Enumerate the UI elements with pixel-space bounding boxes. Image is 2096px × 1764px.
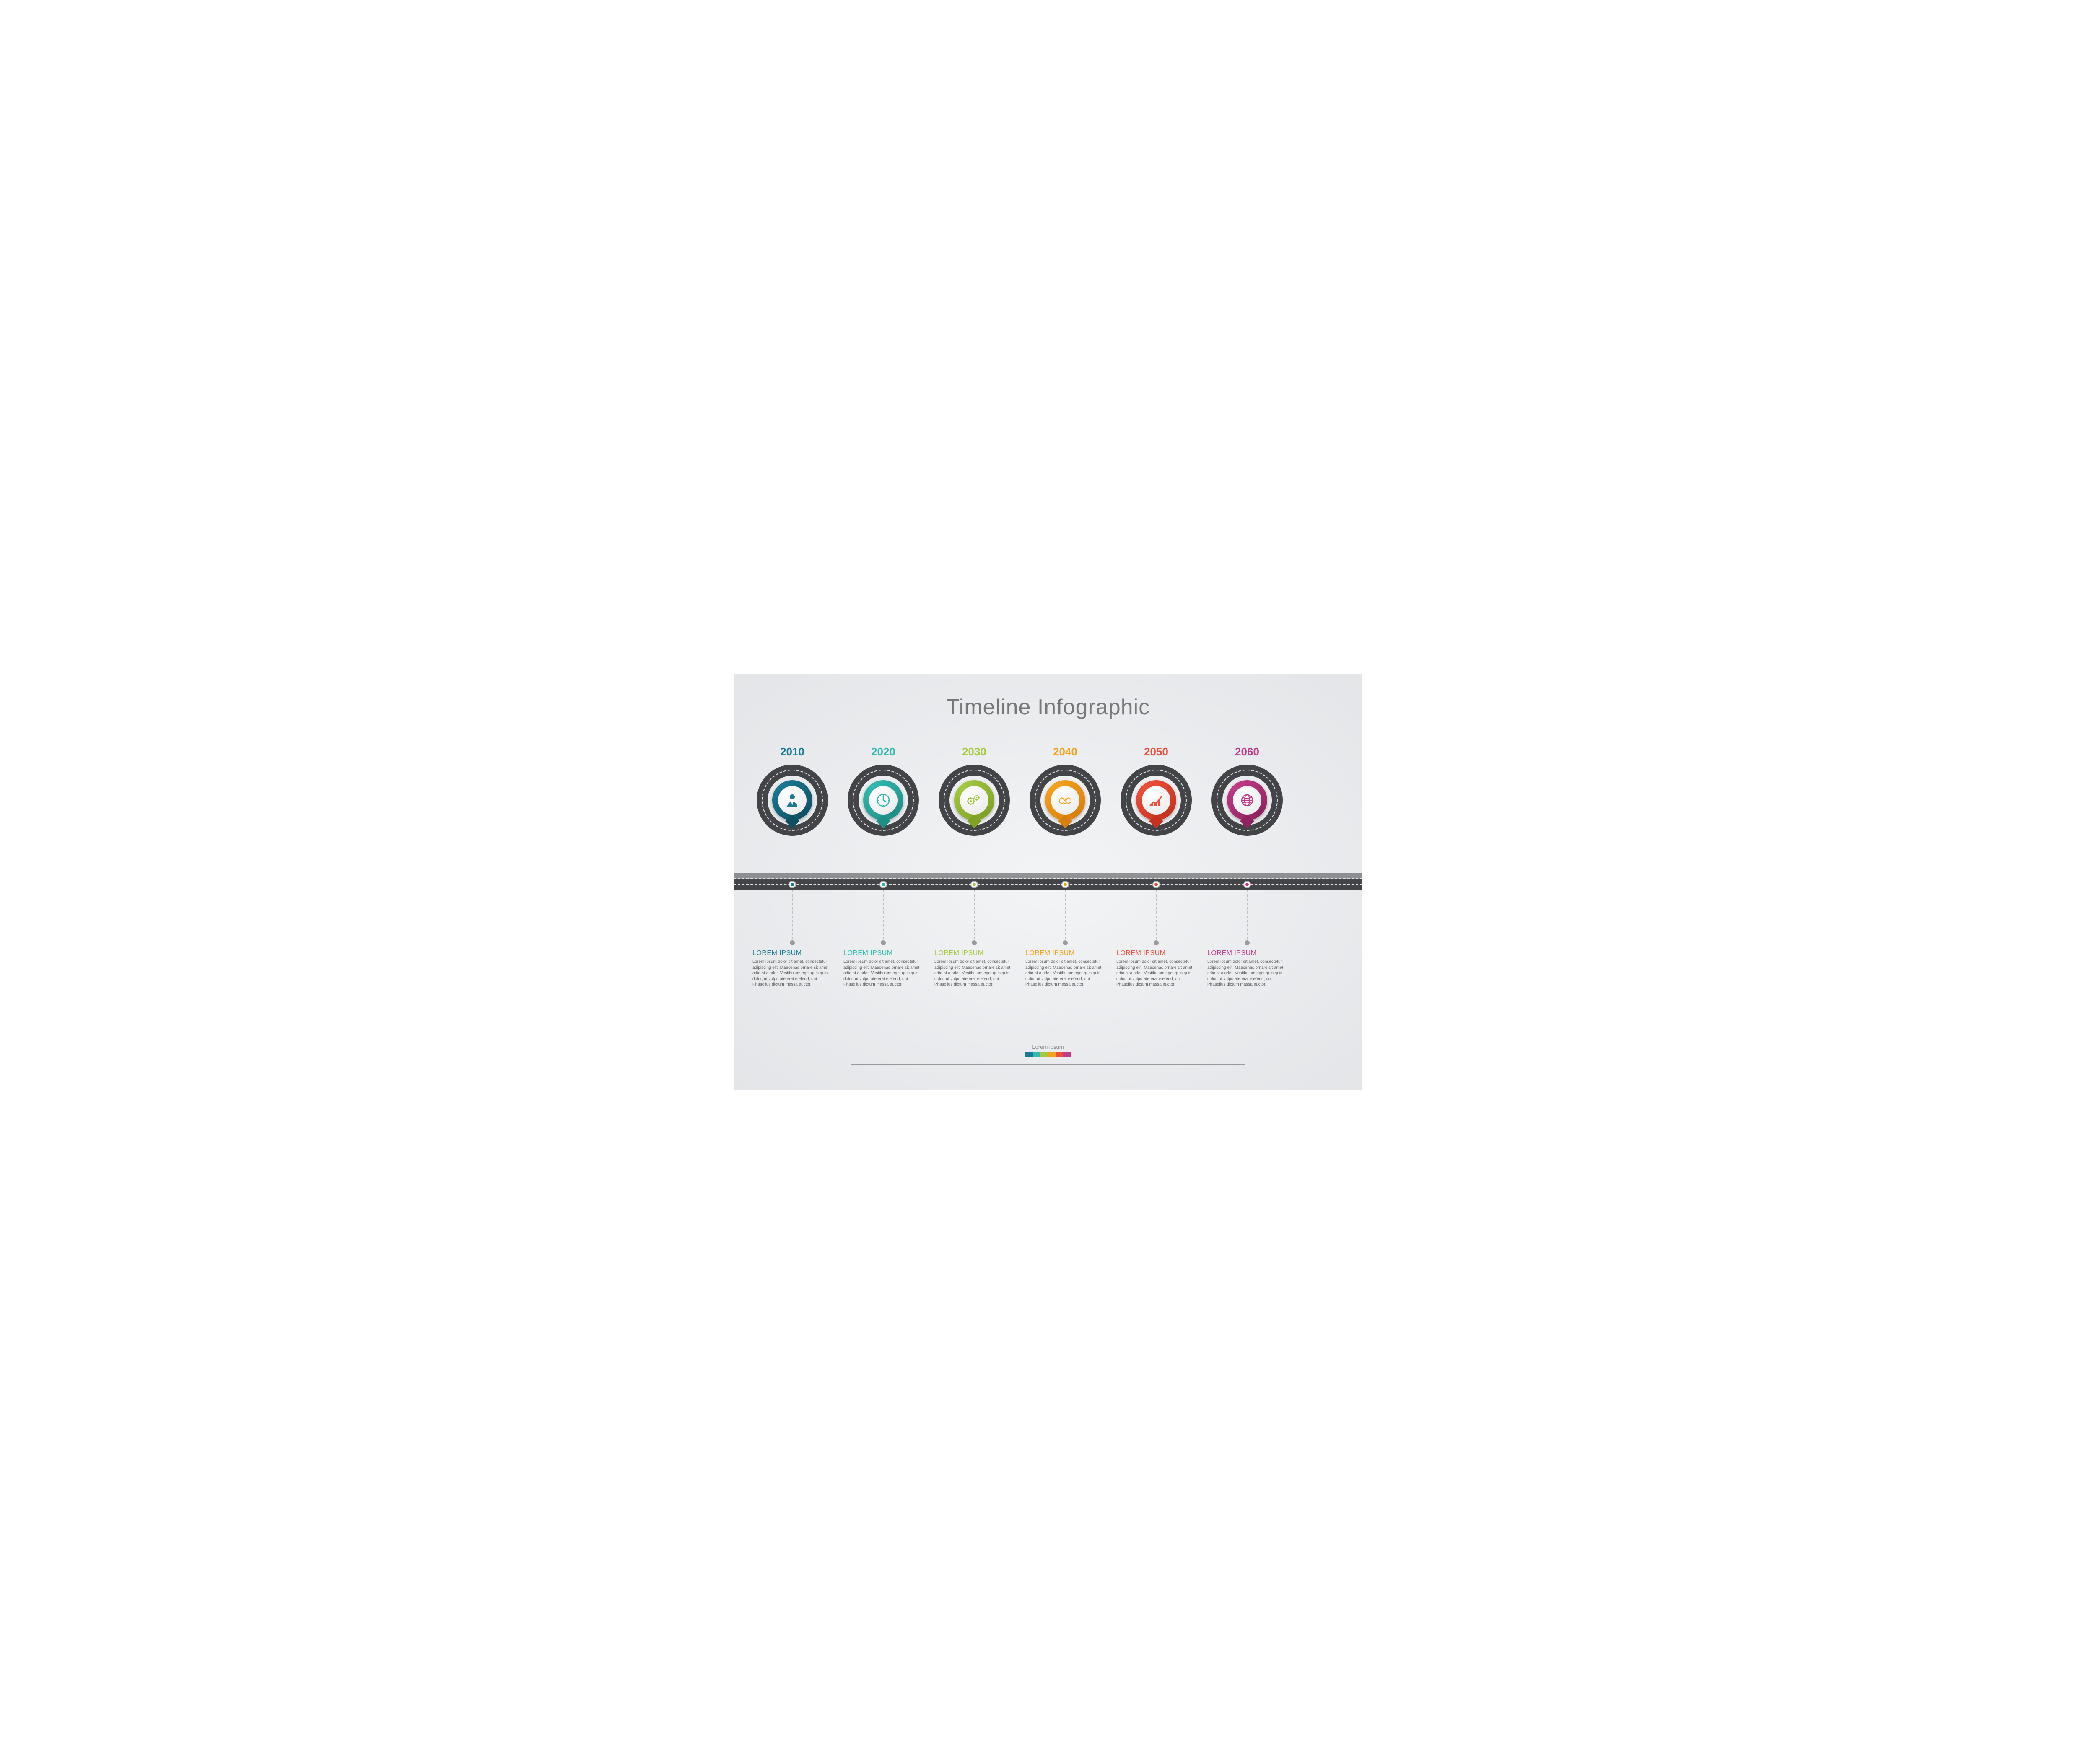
handshake-icon <box>1058 793 1073 808</box>
milestone-heading: LOREM IPSUM <box>1207 949 1287 958</box>
globe-icon <box>1240 793 1255 808</box>
milestone-pin <box>1045 780 1085 820</box>
timeline-node: 2020 <box>848 765 919 836</box>
businessman-icon <box>785 793 800 808</box>
milestone-card: LOREM IPSUM Lorem ipsum dolor sit amet, … <box>1116 949 1196 988</box>
milestone-pin <box>954 780 994 820</box>
timeline-node: 2050 <box>1121 765 1192 836</box>
milestone-pin <box>772 780 812 820</box>
year-label: 2050 <box>1144 745 1168 758</box>
connector-line <box>1247 890 1248 939</box>
timeline-node: 2040 <box>1030 765 1101 836</box>
milestone-body: Lorem ipsum dolor sit amet, consectetur … <box>934 959 1014 988</box>
growth-chart-icon <box>1149 793 1164 808</box>
milestone-pin <box>1136 780 1176 820</box>
timeline-node: 2010 <box>757 765 828 836</box>
milestone-heading: LOREM IPSUM <box>843 949 923 958</box>
footer-swatches <box>1025 1052 1071 1057</box>
milestone-body: Lorem ipsum dolor sit amet, consectetur … <box>1207 959 1287 988</box>
pin-face <box>1233 786 1261 815</box>
milestone-card: LOREM IPSUM Lorem ipsum dolor sit amet, … <box>1025 949 1105 988</box>
road-dot <box>1062 882 1068 887</box>
milestone-card: LOREM IPSUM Lorem ipsum dolor sit amet, … <box>752 949 832 988</box>
connector-dot <box>790 940 795 945</box>
pin-face <box>778 786 807 815</box>
connector-line <box>883 890 884 939</box>
road-dot <box>1153 882 1159 887</box>
year-label: 2020 <box>871 745 895 758</box>
milestone-heading: LOREM IPSUM <box>1116 949 1196 958</box>
clock-icon <box>876 793 891 808</box>
connector-dot <box>1154 940 1159 945</box>
road-dot <box>789 882 795 887</box>
connector-dot <box>1063 940 1068 945</box>
connector-dot <box>881 940 886 945</box>
milestone-heading: LOREM IPSUM <box>752 949 832 958</box>
milestone-card: LOREM IPSUM Lorem ipsum dolor sit amet, … <box>934 949 1014 988</box>
timeline-node: 2060 <box>1211 765 1283 836</box>
footer-label: Lorem ipsum <box>1032 1044 1064 1050</box>
swatch <box>1033 1052 1040 1057</box>
milestone-heading: LOREM IPSUM <box>934 949 1014 958</box>
milestone-body: Lorem ipsum dolor sit amet, consectetur … <box>843 959 923 988</box>
page-title: Timeline Infographic <box>946 695 1150 720</box>
milestone-body: Lorem ipsum dolor sit amet, consectetur … <box>752 959 832 988</box>
milestone-card: LOREM IPSUM Lorem ipsum dolor sit amet, … <box>843 949 923 988</box>
year-label: 2030 <box>962 745 986 758</box>
pin-face <box>1142 786 1170 815</box>
footer-underline <box>851 1064 1245 1065</box>
milestone-body: Lorem ipsum dolor sit amet, consectetur … <box>1025 959 1105 988</box>
milestone-pin <box>863 780 903 820</box>
road-dot <box>971 882 977 887</box>
swatch <box>1048 1052 1056 1057</box>
connector-dot <box>1245 940 1250 945</box>
gears-icon <box>967 793 982 808</box>
pin-face <box>1051 786 1079 815</box>
milestone-pin <box>1227 780 1267 820</box>
connector-line <box>974 890 975 939</box>
swatch <box>1025 1052 1033 1057</box>
road-horizontal <box>734 879 1362 890</box>
milestone-body: Lorem ipsum dolor sit amet, consectetur … <box>1116 959 1196 988</box>
milestone-heading: LOREM IPSUM <box>1025 949 1105 958</box>
swatch <box>1056 1052 1063 1057</box>
connector-line <box>1065 890 1066 939</box>
swatch <box>1063 1052 1071 1057</box>
pin-face <box>869 786 898 815</box>
year-label: 2010 <box>780 745 804 758</box>
road-dot <box>1244 882 1250 887</box>
connector-line <box>1156 890 1157 939</box>
year-label: 2060 <box>1235 745 1259 758</box>
year-label: 2040 <box>1053 745 1077 758</box>
road-dot <box>880 882 886 887</box>
timeline-node: 2030 <box>939 765 1010 836</box>
connector-dot <box>972 940 977 945</box>
milestone-card: LOREM IPSUM Lorem ipsum dolor sit amet, … <box>1207 949 1287 988</box>
connector-line <box>792 890 793 939</box>
swatch <box>1040 1052 1048 1057</box>
pin-face <box>960 786 988 815</box>
timeline-infographic: Timeline Infographic 2010 LOREM IPSUM Lo… <box>734 674 1362 1090</box>
